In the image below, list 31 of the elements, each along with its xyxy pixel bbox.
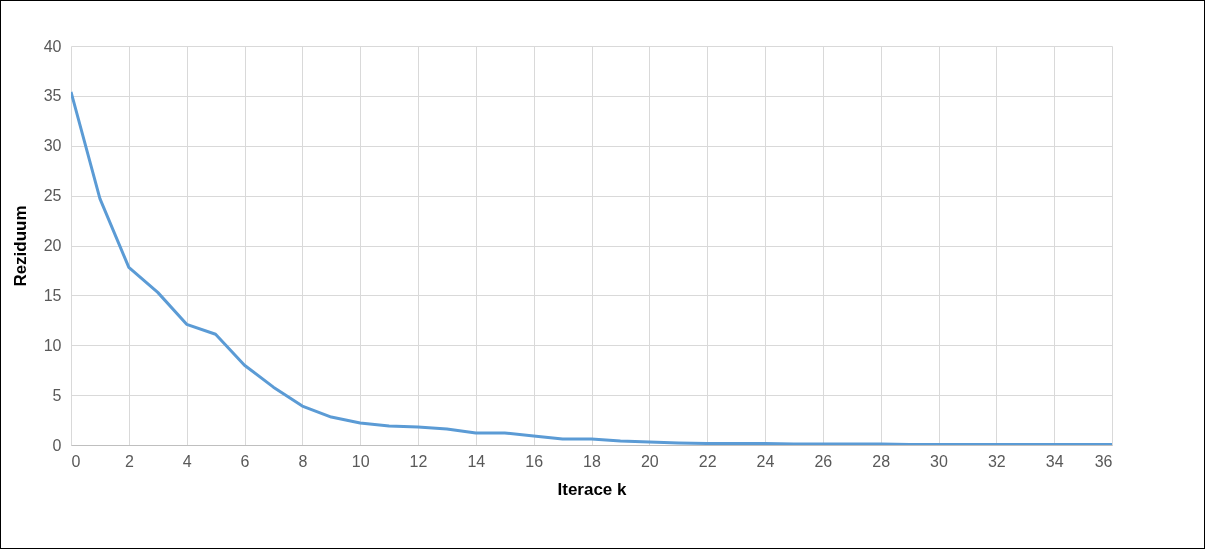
x-tick-label: 28: [872, 452, 891, 470]
x-tick-label: 34: [1045, 452, 1064, 470]
y-axis-title: Reziduum: [10, 205, 30, 287]
x-tick-label: 26: [814, 452, 833, 470]
y-tick-label: 5: [52, 386, 62, 404]
y-tick-label: 40: [43, 37, 62, 55]
y-tick-label: 0: [52, 436, 62, 454]
x-tick-label: 24: [756, 452, 775, 470]
x-tick-label: 10: [351, 452, 370, 470]
x-tick-label: 16: [525, 452, 544, 470]
y-tick-label: 25: [43, 187, 62, 205]
x-tick-label: 20: [640, 452, 659, 470]
y-tick-label: 15: [43, 286, 62, 304]
x-tick-label: 4: [182, 452, 192, 470]
x-tick-label: 30: [930, 452, 948, 470]
line-series: [71, 90, 1112, 445]
x-tick-label: 8: [298, 452, 308, 470]
y-tick-label: 30: [43, 137, 62, 155]
x-tick-label: 32: [987, 452, 1006, 470]
y-tick-label: 10: [43, 336, 62, 354]
x-tick-label: 36: [1094, 452, 1113, 470]
x-tick-label: 14: [467, 452, 486, 470]
x-axis-title: Iterace k: [557, 479, 628, 499]
x-tick-label: 22: [698, 452, 717, 470]
x-tick-label: 18: [583, 452, 601, 470]
x-tick-label: 12: [409, 452, 428, 470]
x-tick-label: 0: [71, 452, 81, 470]
y-tick-label: 20: [43, 237, 62, 254]
x-tick-label: 2: [124, 452, 134, 470]
x-tick-label: 6: [240, 452, 250, 470]
y-tick-label: 35: [43, 87, 62, 105]
